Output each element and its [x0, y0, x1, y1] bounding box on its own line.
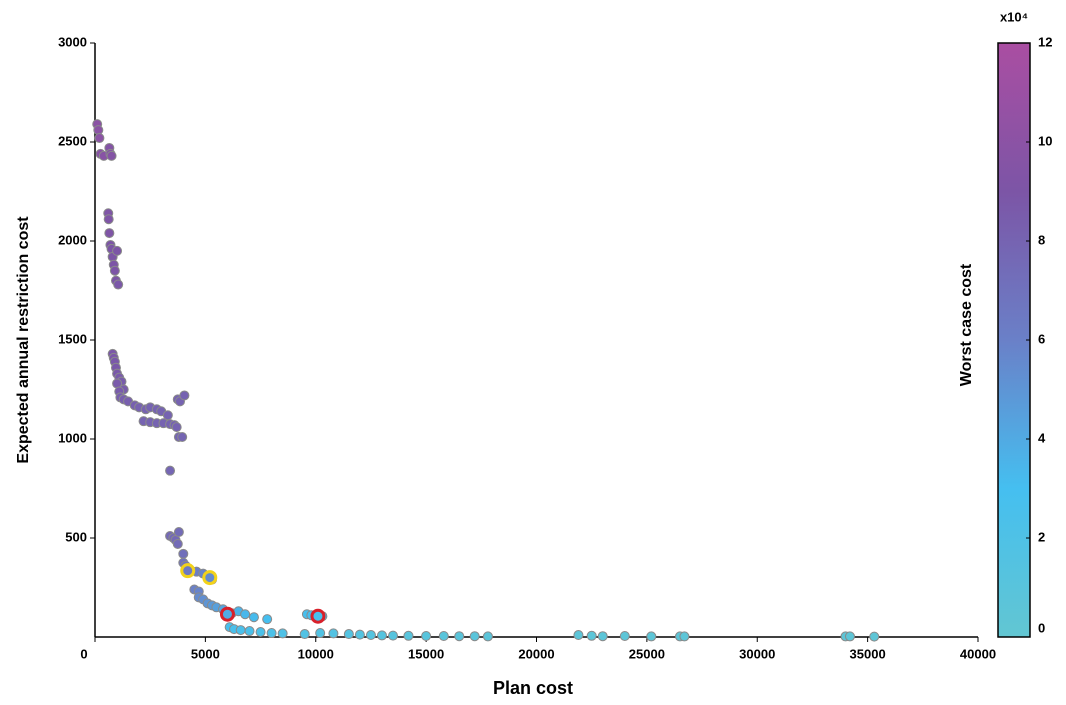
scatter-point: [343, 629, 354, 640]
scatter-point: [388, 630, 399, 641]
highlight-point: [180, 563, 196, 579]
y-tick-label: 2500: [58, 133, 87, 148]
scatter-point: [240, 609, 251, 620]
colorbar-tick-label: 8: [1038, 232, 1045, 247]
y-tick-label: 1500: [58, 331, 87, 346]
scatter-point: [94, 133, 105, 144]
scatter-point: [277, 628, 288, 639]
scatter-point: [421, 631, 432, 642]
scatter-point: [869, 631, 880, 642]
scatter-point: [165, 465, 176, 476]
scatter-point: [315, 628, 326, 639]
x-tick-label: 5000: [191, 646, 220, 661]
x-axis-label: Plan cost: [493, 678, 573, 698]
scatter-point: [103, 214, 114, 225]
scatter-point: [679, 631, 690, 642]
scatter-point: [104, 228, 115, 239]
y-tick-label: 3000: [58, 34, 87, 49]
y-tick-label: 500: [65, 529, 87, 544]
scatter-point: [112, 245, 123, 256]
highlight-point: [219, 606, 235, 622]
scatter-point: [365, 630, 376, 641]
scatter-point: [438, 631, 449, 642]
highlight-point: [202, 570, 218, 586]
highlight-point: [310, 608, 326, 624]
scatter-point: [179, 390, 190, 401]
scatter-point: [244, 626, 255, 637]
scatter-point: [646, 631, 657, 642]
scatter-point: [172, 538, 183, 549]
scatter-point: [266, 628, 277, 639]
scatter-point: [248, 612, 259, 623]
scatter-point: [177, 432, 188, 443]
scatter-point: [376, 630, 387, 641]
x-tick-label: 15000: [408, 646, 444, 661]
scatter-point: [255, 627, 266, 638]
scatter-point: [328, 628, 339, 639]
scatter-point: [482, 631, 493, 642]
colorbar: [997, 42, 1031, 638]
scatter-point: [597, 631, 608, 642]
scatter-point: [262, 614, 273, 625]
x-tick-label: 0: [80, 646, 87, 661]
scatter-point: [619, 631, 630, 642]
x-tick-label: 25000: [629, 646, 665, 661]
colorbar-tick-label: 2: [1038, 529, 1045, 544]
scatter-point: [299, 629, 310, 640]
scatter-point: [354, 629, 365, 640]
y-axis-label: Expected annual restriction cost: [15, 216, 32, 464]
x-tick-label: 20000: [518, 646, 554, 661]
colorbar-tick-label: 0: [1038, 620, 1045, 635]
scatter-point: [573, 630, 584, 641]
x-tick-label: 35000: [850, 646, 886, 661]
x-tick-label: 40000: [960, 646, 996, 661]
scatter-point: [235, 625, 246, 636]
colorbar-tick-label: 10: [1038, 133, 1052, 148]
scatter-point: [844, 631, 855, 642]
scatter-point: [586, 630, 597, 641]
scatter-point: [454, 631, 465, 642]
scatter-point: [403, 630, 414, 641]
colorbar-multiplier: x10⁴: [1000, 9, 1028, 24]
scatter-point: [178, 548, 189, 559]
y-tick-label: 2000: [58, 232, 87, 247]
scatter-point: [171, 422, 182, 433]
x-tick-label: 30000: [739, 646, 775, 661]
x-tick-label: 10000: [298, 646, 334, 661]
colorbar-tick-label: 4: [1038, 430, 1046, 445]
scatter-point: [109, 265, 120, 276]
scatter-point: [113, 279, 124, 290]
scatter-point: [173, 527, 184, 538]
scatter-point: [106, 150, 117, 161]
y-tick-label: 1000: [58, 430, 87, 445]
scatter-point: [469, 631, 480, 642]
colorbar-tick-label: 6: [1038, 331, 1045, 346]
colorbar-label: Worst case cost: [958, 263, 975, 386]
colorbar-tick-label: 12: [1038, 34, 1052, 49]
